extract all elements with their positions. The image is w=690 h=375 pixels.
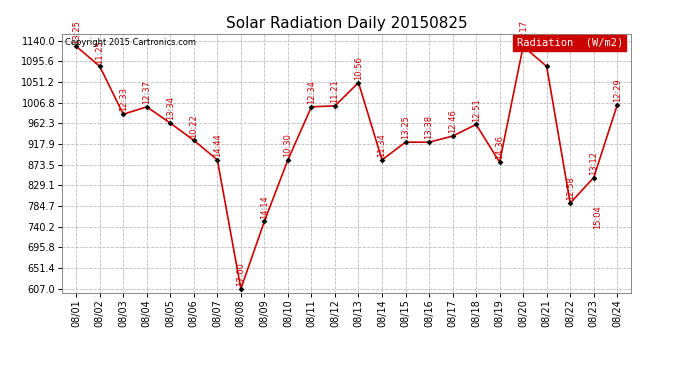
- Text: 15:04: 15:04: [593, 206, 602, 229]
- Text: 13:25: 13:25: [72, 20, 81, 44]
- Text: 10:22: 10:22: [189, 114, 198, 138]
- Text: Radiation  (W/m2): Radiation (W/m2): [517, 38, 623, 48]
- Text: 10:30: 10:30: [284, 133, 293, 157]
- Text: 17:00: 17:00: [237, 262, 246, 286]
- Text: 12:37: 12:37: [142, 80, 151, 104]
- Text: 13:25: 13:25: [401, 116, 410, 140]
- Text: Copyright 2015 Cartronics.com: Copyright 2015 Cartronics.com: [65, 38, 196, 46]
- Text: 12:33: 12:33: [119, 87, 128, 111]
- Title: Solar Radiation Daily 20150825: Solar Radiation Daily 20150825: [226, 16, 468, 31]
- Text: 14:14: 14:14: [260, 195, 269, 219]
- Text: 13:12: 13:12: [589, 151, 598, 175]
- Text: 11:21: 11:21: [331, 80, 339, 103]
- Text: 14:36: 14:36: [495, 135, 504, 159]
- Text: 12:29: 12:29: [613, 78, 622, 102]
- Text: 14:44: 14:44: [213, 134, 222, 157]
- Text: 12:46: 12:46: [448, 110, 457, 134]
- Text: 11:25: 11:25: [95, 40, 104, 63]
- Text: 11:34: 11:34: [377, 133, 386, 157]
- Text: 13:17: 13:17: [519, 20, 528, 44]
- Text: 12:58: 12:58: [566, 177, 575, 200]
- Text: 12:34: 12:34: [307, 80, 316, 104]
- Text: 13:34: 13:34: [166, 96, 175, 120]
- Text: 12:51: 12:51: [471, 98, 481, 122]
- Text: 10:56: 10:56: [354, 56, 363, 80]
- Text: 13:38: 13:38: [424, 115, 433, 140]
